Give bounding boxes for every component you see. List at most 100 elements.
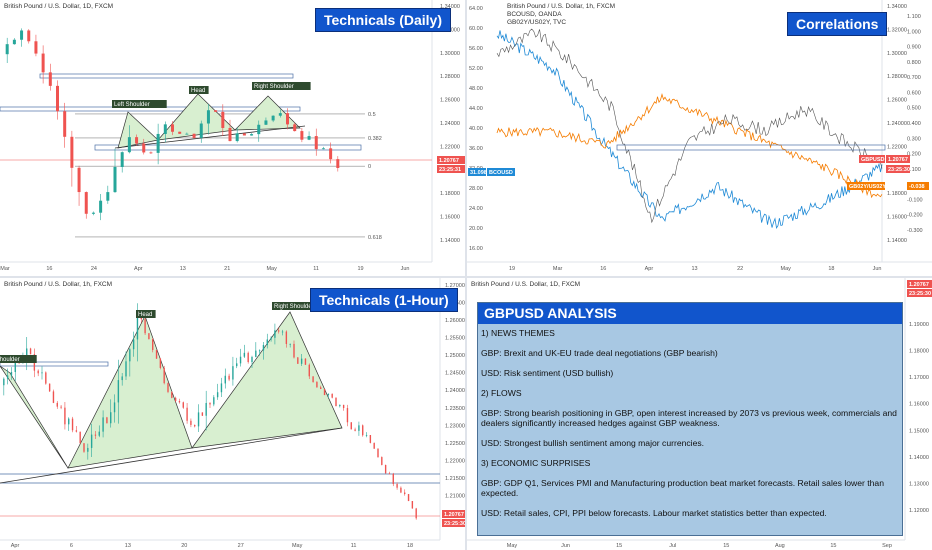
- hourly-candle: [270, 337, 272, 340]
- right-y-tick-label: 1.14000: [887, 238, 907, 244]
- hourly-candle: [79, 431, 81, 444]
- x-tick-label: 27: [238, 543, 244, 549]
- hourly-candle: [64, 407, 66, 425]
- daily-candle: [127, 137, 131, 153]
- x-tick-label: May: [781, 266, 792, 272]
- fib-level-label: 0.5: [368, 112, 376, 118]
- correlations-chart-panel[interactable]: 64.00 60.00 56.00 52.00 48.00 44.00 40.00 36.00…: [467, 0, 932, 276]
- hourly-candle: [239, 356, 242, 364]
- hourly-candle: [312, 376, 314, 383]
- left-y-tick-label: 64.00: [469, 6, 483, 12]
- hourly-candle: [358, 425, 360, 431]
- right-y-tick-label: 1.30000: [887, 51, 907, 57]
- pattern-label: Head: [191, 88, 205, 94]
- y-tick-label: 1.14000: [909, 455, 929, 461]
- hourly-candle: [113, 402, 116, 413]
- x-tick-label: 21: [224, 266, 230, 272]
- pattern-label-bg: [136, 310, 156, 318]
- hourly-candle: [52, 391, 55, 403]
- daily-candle: [242, 133, 246, 136]
- y-tick-label: 1.27000: [445, 283, 465, 289]
- hourly-candle: [350, 422, 352, 430]
- x-tick-label: Apr: [134, 266, 143, 272]
- y-tick-label: 1.26000: [440, 98, 460, 104]
- analysis-symbol-label: British Pound / U.S. Dollar, 1D, FXCM: [471, 281, 581, 288]
- hourly-candle: [407, 494, 410, 502]
- daily-candle: [48, 72, 52, 86]
- hourly-candle: [90, 434, 93, 448]
- hourly-candle: [262, 344, 265, 351]
- hourly-candle: [232, 366, 234, 380]
- hourly-candle: [396, 484, 398, 488]
- hourly-candle: [381, 457, 383, 465]
- fib-level-label: 0.382: [368, 136, 382, 142]
- hourly-candle: [339, 404, 341, 407]
- hourly-candle: [171, 391, 173, 398]
- analysis-chart[interactable]: 1.19000 1.18000 1.17000 1.16000 1.15000 1.140…: [467, 278, 932, 550]
- daily-candle: [163, 124, 167, 134]
- hourly-candle: [75, 430, 78, 432]
- y-tick-label: 1.23500: [445, 406, 465, 412]
- daily-candle: [214, 110, 218, 112]
- x-tick-label: Mar: [553, 266, 563, 272]
- hourly-chart[interactable]: 1.270001.265001.260001.255001.250001.245…: [0, 278, 465, 550]
- hourly-candle: [377, 448, 379, 458]
- hourly-candle: [10, 372, 13, 376]
- hourly-chart-panel[interactable]: 1.270001.265001.260001.255001.250001.245…: [0, 278, 465, 550]
- y-tick-label: 1.28000: [440, 74, 460, 80]
- analysis-title: GBPUSD ANALYSIS: [478, 303, 902, 324]
- spread-series-line: [496, 93, 883, 199]
- brent-value-tag: 31.098: [470, 170, 487, 176]
- x-tick-label: May: [266, 266, 277, 272]
- left-y-tick-label: 36.00: [469, 146, 483, 152]
- hourly-candle: [297, 357, 299, 364]
- daily-candle: [91, 212, 95, 214]
- y-tick-label: 1.25500: [445, 336, 465, 342]
- analysis-line: 3) ECONOMIC SURPRISES: [481, 458, 591, 468]
- y-tick-label: 1.18000: [440, 191, 460, 197]
- daily-candle: [250, 134, 254, 136]
- daily-candle: [286, 113, 289, 125]
- daily-candle: [99, 200, 103, 213]
- y-tick-label: 1.16000: [909, 402, 929, 408]
- hourly-candle: [384, 464, 387, 474]
- right2-y-tick-label: -0.300: [907, 228, 923, 234]
- left-y-tick-label: 60.00: [469, 26, 483, 32]
- hourly-candle: [320, 387, 322, 389]
- hourly-candle: [411, 501, 414, 509]
- vertical-divider[interactable]: [465, 0, 467, 550]
- x-tick-label: 13: [691, 266, 697, 272]
- hourly-candle: [121, 376, 123, 381]
- fib-level-label: 0.618: [368, 235, 382, 241]
- daily-candle: [142, 143, 146, 153]
- daily-candle: [271, 115, 275, 121]
- hourly-candle: [209, 402, 211, 405]
- analysis-line: USD: Risk sentiment (USD bullish): [481, 368, 614, 378]
- right-y-tick-label: 1.28000: [887, 74, 907, 80]
- daily-chart-panel[interactable]: 1.340001.320001.300001.280001.260001.240…: [0, 0, 465, 276]
- hourly-candle: [228, 375, 230, 380]
- hourly-candle: [331, 393, 333, 398]
- daily-candle: [120, 152, 124, 167]
- correlations-chart[interactable]: 64.00 60.00 56.00 52.00 48.00 44.00 40.00 36.00…: [467, 0, 932, 276]
- pattern-label: Head: [138, 312, 152, 318]
- hourly-candle: [255, 350, 257, 357]
- hourly-candle: [300, 358, 303, 364]
- hourly-candle: [106, 417, 108, 424]
- hourly-candle: [289, 343, 291, 345]
- daily-chart[interactable]: 1.340001.320001.300001.280001.260001.240…: [0, 0, 465, 276]
- hourly-candle: [26, 348, 28, 359]
- horizontal-divider[interactable]: [0, 276, 932, 278]
- hourly-candle: [29, 348, 32, 355]
- x-tick-label: 15: [723, 543, 729, 549]
- analysis-line: 1) NEWS THEMES: [481, 328, 555, 338]
- x-tick-label: 22: [737, 266, 743, 272]
- x-tick-label: 19: [509, 266, 515, 272]
- x-tick-label: Apr: [11, 543, 20, 549]
- daily-candle: [293, 124, 297, 132]
- hourly-candle: [155, 349, 158, 359]
- right-y-tick-label: 1.16000: [887, 215, 907, 221]
- y-tick-label: 1.34000: [440, 4, 460, 10]
- y-tick-label: 1.21500: [445, 476, 465, 482]
- brent-name-tag-bg: [487, 168, 515, 176]
